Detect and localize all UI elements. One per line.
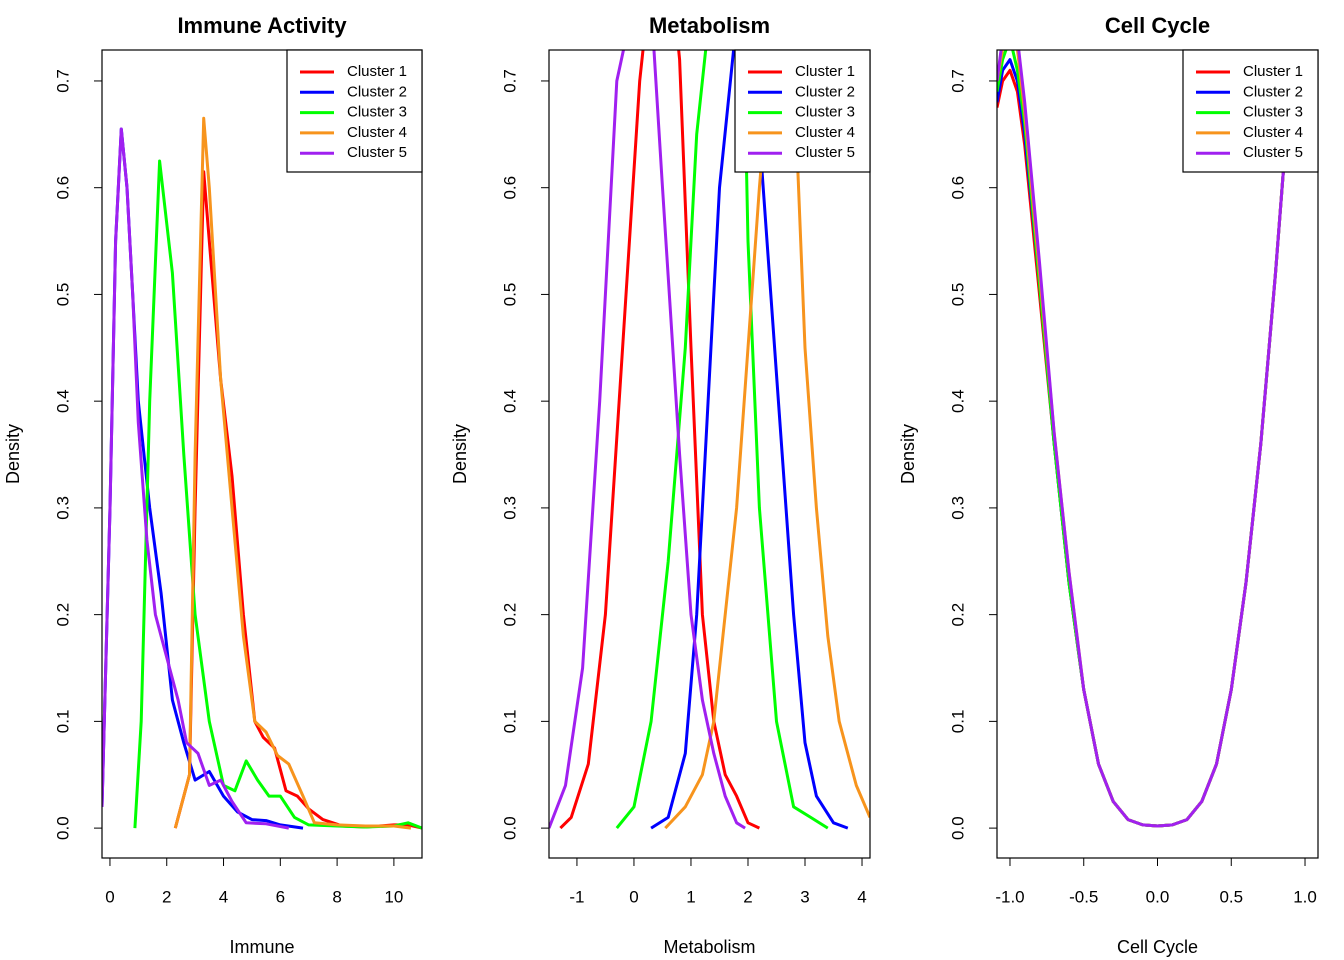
legend-label: Cluster 3 xyxy=(1243,104,1303,121)
panel: Immune Activity Immune Density 0.0 0.1 0.2 0.3… xyxy=(3,13,423,957)
x-tick-label: 4 xyxy=(857,887,866,906)
y-tick-label: 0.5 xyxy=(948,283,967,307)
y-tick-label: 0.0 xyxy=(53,816,72,840)
y-tick-label: 0.2 xyxy=(948,603,967,627)
legend-label: Cluster 5 xyxy=(1243,144,1303,161)
x-tick-label: 1.0 xyxy=(1293,887,1317,906)
x-tick-label: 0.0 xyxy=(1146,887,1170,906)
y-tick-label: 0.3 xyxy=(948,496,967,520)
x-tick-label: 0 xyxy=(105,887,114,906)
legend-label: Cluster 4 xyxy=(347,124,407,141)
x-axis-label: Cell Cycle xyxy=(1117,937,1198,957)
lines xyxy=(102,116,422,830)
legend-box xyxy=(734,49,871,173)
legend-label: Cluster 1 xyxy=(795,63,855,80)
panel-title: Cell Cycle xyxy=(1105,13,1210,38)
x-tick-label: 2 xyxy=(162,887,171,906)
y-tick-label: 0.2 xyxy=(53,603,72,627)
y-tick-label: 0.7 xyxy=(500,69,519,93)
legend-box xyxy=(286,49,423,173)
y-tick-label: 0.3 xyxy=(500,496,519,520)
y-tick-label: 0.7 xyxy=(948,69,967,93)
legend-label: Cluster 1 xyxy=(1243,63,1303,80)
legend-label: Cluster 3 xyxy=(795,104,855,121)
x-tick-label: 10 xyxy=(384,887,403,906)
panel: Metabolism Metabolism Density 0.0 0.1 0.2 0.3 0… xyxy=(450,13,871,957)
panel-title: Immune Activity xyxy=(177,13,347,38)
legend-label: Cluster 5 xyxy=(347,144,407,161)
y-tick-label: 0.6 xyxy=(948,176,967,200)
x-tick-label: -1.0 xyxy=(995,887,1024,906)
lines xyxy=(997,50,1294,828)
density-line xyxy=(615,50,829,830)
x-tick-label: 3 xyxy=(800,887,809,906)
x-axis-label: Immune xyxy=(229,937,294,957)
legend-label: Cluster 2 xyxy=(795,83,855,100)
y-tick-label: 0.4 xyxy=(500,389,519,413)
x-tick-label: 4 xyxy=(219,887,228,906)
x-tick-label: -0.5 xyxy=(1069,887,1098,906)
panel: Cell Cycle Cell Cycle Density 0.0 0.1 0.2 0.3 0… xyxy=(898,13,1319,957)
y-axis-label: Density xyxy=(450,424,470,484)
legend-label: Cluster 2 xyxy=(1243,83,1303,100)
x-tick-label: 6 xyxy=(276,887,285,906)
y-tick-label: 0.3 xyxy=(53,496,72,520)
y-tick-label: 0.6 xyxy=(53,176,72,200)
plot-frame xyxy=(101,49,423,859)
y-tick-label: 0.5 xyxy=(53,283,72,307)
y-tick-label: 0.6 xyxy=(500,176,519,200)
density-line xyxy=(559,50,761,830)
x-tick-label: -1 xyxy=(569,887,584,906)
y-tick-label: 0.4 xyxy=(53,389,72,413)
legend-label: Cluster 1 xyxy=(347,63,407,80)
legend-label: Cluster 5 xyxy=(795,144,855,161)
x-tick-label: 2 xyxy=(743,887,752,906)
y-axis-label: Density xyxy=(898,424,918,484)
panel-title: Metabolism xyxy=(649,13,770,38)
legend-label: Cluster 4 xyxy=(795,124,855,141)
density-line xyxy=(102,127,290,830)
y-tick-label: 0.1 xyxy=(948,710,967,734)
y-tick-label: 0.2 xyxy=(500,603,519,627)
y-tick-label: 0.1 xyxy=(53,710,72,734)
x-tick-label: 1 xyxy=(686,887,695,906)
legend-label: Cluster 4 xyxy=(1243,124,1303,141)
plot-frame xyxy=(548,49,871,859)
legend-label: Cluster 2 xyxy=(347,83,407,100)
x-tick-label: 8 xyxy=(332,887,341,906)
y-tick-label: 0.1 xyxy=(500,710,519,734)
density-line xyxy=(133,159,422,830)
x-tick-label: 0.5 xyxy=(1219,887,1243,906)
legend-label: Cluster 3 xyxy=(347,104,407,121)
density-line xyxy=(997,50,1294,828)
y-tick-label: 0.7 xyxy=(53,69,72,93)
x-tick-label: 0 xyxy=(629,887,638,906)
lines xyxy=(549,50,870,830)
density-line xyxy=(549,50,746,830)
legend-box xyxy=(1182,49,1319,173)
y-axis-label: Density xyxy=(3,424,23,484)
x-axis-label: Metabolism xyxy=(663,937,755,957)
plot-frame xyxy=(996,49,1319,859)
y-tick-label: 0.5 xyxy=(500,283,519,307)
y-tick-label: 0.4 xyxy=(948,389,967,413)
y-tick-label: 0.0 xyxy=(500,816,519,840)
density-line xyxy=(173,116,412,830)
y-tick-label: 0.0 xyxy=(948,816,967,840)
